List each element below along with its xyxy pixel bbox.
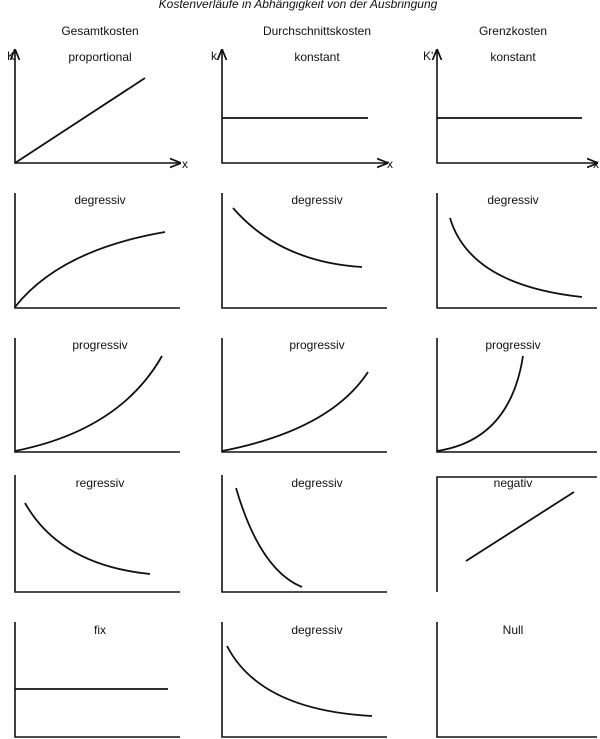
cost-curve: [221, 371, 369, 452]
panel-label: degressiv: [291, 623, 342, 637]
axes: [14, 193, 180, 309]
axes: [436, 193, 597, 309]
cost-curve: [235, 487, 303, 588]
panel-label: progressiv: [289, 338, 344, 352]
panel-label: progressiv: [72, 338, 127, 352]
x-axis-label: x: [593, 157, 599, 171]
y-axis-label: K: [7, 49, 15, 63]
panel-label: degressiv: [291, 193, 342, 207]
axes: [436, 622, 597, 738]
x-axis-label: x: [387, 157, 393, 171]
panel-label: konstant: [294, 50, 340, 64]
cost-curve: [449, 217, 583, 298]
column-header: Gesamtkosten: [61, 24, 138, 38]
axes: [437, 50, 597, 163]
axes: [14, 622, 180, 738]
axes: [221, 193, 387, 309]
panel-label: regressiv: [76, 476, 125, 490]
cost-curve: [226, 645, 373, 717]
x-axis-label: x: [182, 157, 188, 171]
y-axis-label: K': [423, 49, 433, 63]
cost-curve: [465, 491, 575, 562]
cost-curve: [436, 355, 524, 452]
panel-label: degressiv: [74, 193, 125, 207]
cost-curve: [232, 207, 363, 268]
axes: [436, 476, 597, 592]
panel-label: proportional: [68, 50, 131, 64]
diagram-title: Kostenverläufe in Abhängigkeit von der A…: [159, 0, 438, 11]
axes: [14, 338, 180, 453]
cost-curve: [14, 77, 146, 164]
panel-label: fix: [94, 623, 106, 637]
axes: [436, 338, 597, 453]
panel-label: degressiv: [487, 193, 538, 207]
panel-label: degressiv: [291, 476, 342, 490]
y-axis-label: k: [211, 49, 218, 63]
axes: [221, 622, 387, 738]
column-header: Grenzkosten: [479, 24, 547, 38]
panel-label: progressiv: [485, 338, 540, 352]
panel-label: konstant: [490, 50, 536, 64]
column-header: Durchschnittskosten: [263, 24, 371, 38]
axes: [221, 338, 387, 453]
cost-curve: [14, 231, 166, 308]
axes: [221, 475, 387, 593]
cost-curve: [14, 355, 163, 452]
axes: [222, 50, 387, 163]
panel-label: negativ: [494, 476, 533, 490]
cost-curve: [24, 502, 151, 575]
panel-label: Null: [503, 623, 524, 637]
axes: [14, 475, 180, 593]
